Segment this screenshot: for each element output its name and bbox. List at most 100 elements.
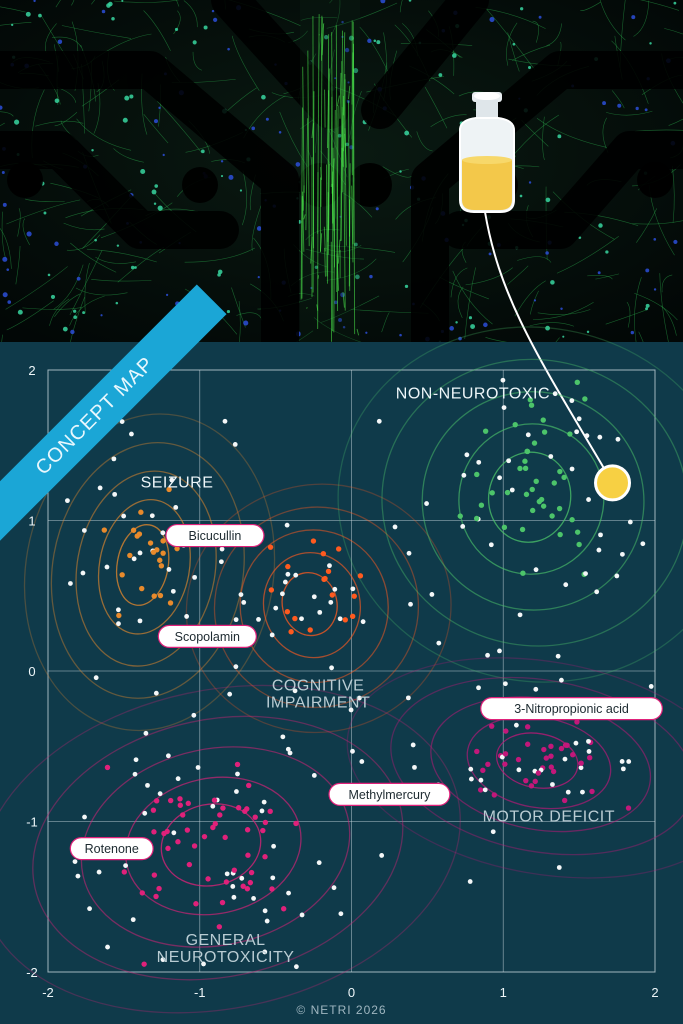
point-motor-deficit <box>620 766 626 772</box>
cell-nucleus <box>76 276 81 281</box>
point-motor-deficit <box>513 722 519 728</box>
point-general-neurotoxicity <box>132 771 138 777</box>
contour-cognitive-impairment <box>239 529 389 684</box>
cell-nucleus <box>129 94 134 99</box>
neurite <box>69 295 105 326</box>
neurite <box>0 111 14 117</box>
axon-streak <box>300 107 303 300</box>
point-non-neurotoxic <box>598 532 603 538</box>
cell-nucleus <box>256 226 262 231</box>
cluster-label-seizure: SEIZURE <box>141 474 214 491</box>
point-non-neurotoxic <box>424 501 429 506</box>
cell-nucleus <box>91 149 94 152</box>
y-tick-label: 2 <box>28 363 35 378</box>
point-cognitive-impairment <box>299 616 304 622</box>
point-seizure <box>111 456 117 462</box>
point-non-neurotoxic <box>501 524 508 531</box>
cell-nucleus <box>545 197 551 203</box>
point-general-neurotoxicity <box>72 859 78 865</box>
compound-label[interactable]: 3-Nitropropionic acid <box>480 697 663 721</box>
x-tick-label: -2 <box>42 985 54 1000</box>
point-motor-deficit <box>562 756 568 762</box>
cell-nucleus <box>17 309 23 315</box>
point-cognitive-impairment <box>233 617 239 623</box>
compound-label[interactable]: Rotenone <box>69 836 154 861</box>
y-tick-label: 0 <box>28 664 35 679</box>
cell-nucleus <box>261 94 266 100</box>
compound-label[interactable]: Scopolamin <box>157 624 257 648</box>
neurite <box>359 26 390 74</box>
cell-nucleus <box>673 1 677 5</box>
point-motor-deficit <box>468 766 474 772</box>
point-cognitive-impairment <box>349 613 356 620</box>
contour-general-neurotoxicity <box>32 715 404 981</box>
neurite <box>530 290 539 315</box>
point-motor-deficit <box>586 738 591 744</box>
cell-nucleus <box>673 239 678 245</box>
point-cognitive-impairment <box>285 563 291 570</box>
point-non-neurotoxic <box>461 472 467 478</box>
point-general-neurotoxicity <box>262 854 268 860</box>
cell-nucleus <box>239 189 243 192</box>
point-motor-deficit <box>625 805 632 811</box>
neurite <box>176 0 180 7</box>
point-non-neurotoxic <box>533 478 539 484</box>
cell-nucleus <box>605 250 609 254</box>
cell-nucleus <box>153 202 157 205</box>
point-general-neurotoxicity <box>245 852 251 858</box>
neurite <box>639 0 680 11</box>
point-non-neurotoxic <box>522 458 528 464</box>
compound-marker[interactable] <box>594 464 632 502</box>
axon-streak <box>302 66 305 193</box>
cluster-label-line: GENERAL <box>186 932 266 949</box>
x-tick-label: 0 <box>348 985 355 1000</box>
point-general-neurotoxicity <box>246 782 252 789</box>
point-general-neurotoxicity <box>105 944 110 950</box>
point-cognitive-impairment <box>351 593 357 599</box>
point-general-neurotoxicity <box>151 829 157 835</box>
neurite <box>242 170 247 226</box>
point-motor-deficit <box>468 776 474 782</box>
point-general-neurotoxicity <box>150 807 157 813</box>
point-general-neurotoxicity <box>293 820 299 827</box>
point-motor-deficit <box>490 829 496 835</box>
point-general-neurotoxicity <box>286 890 291 896</box>
point-non-neurotoxic <box>640 541 646 547</box>
point-cognitive-impairment <box>268 587 275 593</box>
cell-nucleus <box>562 335 565 338</box>
plot-panel <box>0 342 683 1024</box>
point-cognitive-impairment <box>191 712 197 718</box>
point-seizure <box>138 509 144 515</box>
cell-nucleus <box>220 160 224 163</box>
cell-nucleus <box>375 207 379 211</box>
cell-nucleus <box>399 170 402 173</box>
neurite <box>430 114 467 128</box>
point-cognitive-impairment <box>307 627 313 633</box>
cell-nucleus <box>408 0 412 2</box>
point-seizure <box>218 559 224 565</box>
point-motor-deficit <box>586 749 592 754</box>
cell-nucleus <box>73 315 78 319</box>
neurite <box>52 36 82 48</box>
axon-streak <box>320 17 323 207</box>
neurite <box>542 116 545 161</box>
point-general-neurotoxicity <box>186 861 193 868</box>
axon-streak <box>330 96 333 188</box>
point-cognitive-impairment <box>408 601 413 607</box>
point-non-neurotoxic <box>529 507 536 514</box>
axon-streak <box>351 185 354 263</box>
cell-nucleus <box>354 242 358 247</box>
cluster-label-line: COGNITIVE <box>272 678 365 695</box>
neurite <box>143 113 169 144</box>
compound-label[interactable]: Bicucullin <box>165 523 265 548</box>
axon-streak <box>307 50 310 247</box>
neurite <box>668 118 683 126</box>
point-cognitive-impairment <box>328 599 334 605</box>
axon-streak <box>352 21 356 335</box>
point-seizure <box>119 572 125 578</box>
axon-streak <box>337 95 340 107</box>
compound-label[interactable]: Methylmercury <box>328 782 451 807</box>
neurite <box>173 10 181 35</box>
cell-nucleus <box>341 20 344 24</box>
point-motor-deficit <box>476 685 481 691</box>
